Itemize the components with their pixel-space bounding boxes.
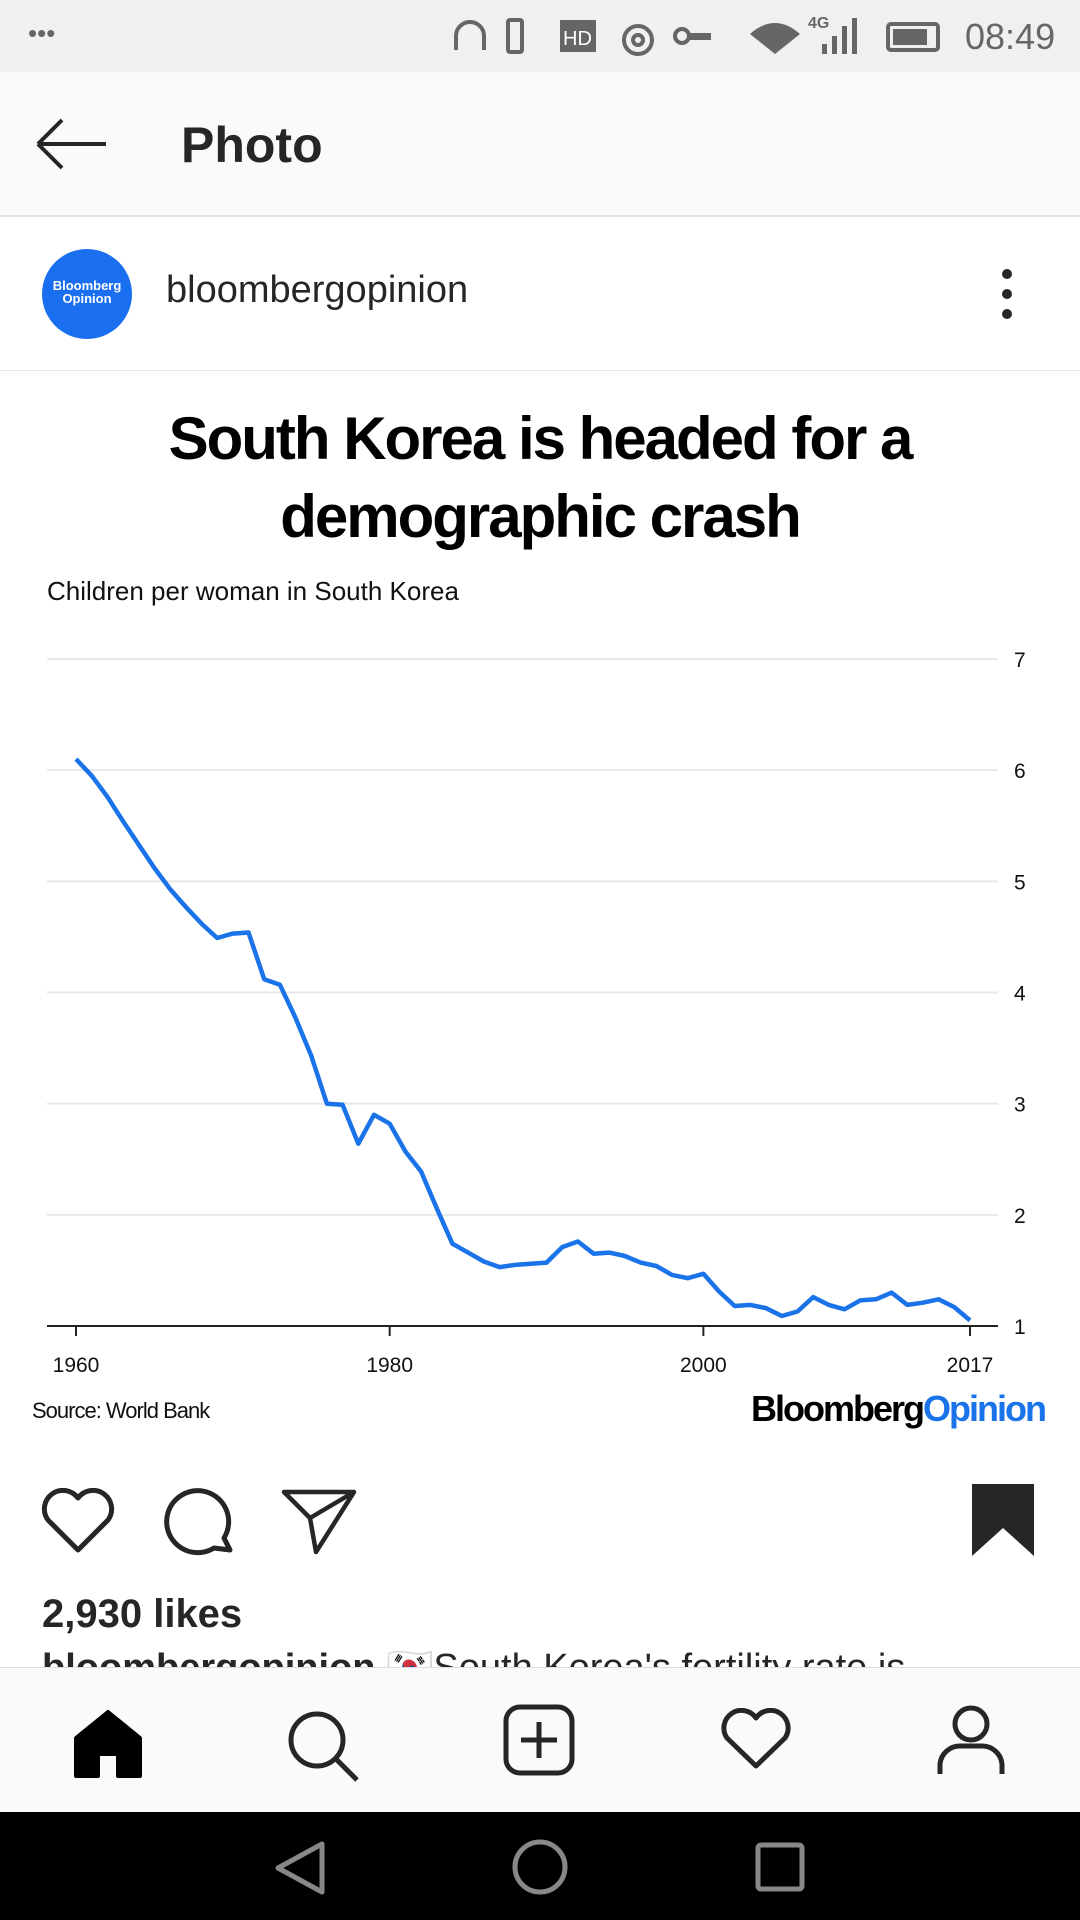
home-icon[interactable]: [72, 1708, 144, 1780]
headphones-icon: [454, 20, 486, 50]
notification-dots: •••: [28, 18, 56, 48]
vpn-key-icon: [673, 27, 691, 45]
likes-count[interactable]: 2,930 likes: [42, 1592, 243, 1636]
caption: bloombergopinion 🇰🇷South Korea's fertili…: [42, 1646, 905, 1667]
fertility-rate-line: [74, 757, 972, 1323]
eye-icon: [622, 24, 654, 56]
more-options-icon[interactable]: [996, 267, 1018, 321]
logo-part: Bloomberg: [751, 1388, 925, 1429]
like-button[interactable]: [40, 1488, 120, 1558]
x-tick-label: 2017: [947, 1354, 994, 1377]
logo-part: Opinion: [923, 1388, 1047, 1429]
back-button[interactable]: [34, 118, 108, 170]
system-nav-bar: [0, 1812, 1080, 1920]
signal-icon: [822, 18, 857, 54]
page-title: Photo: [181, 117, 323, 173]
bloomberg-opinion-logo: BloombergOpinion: [751, 1388, 1047, 1430]
avatar-text: Opinion: [62, 291, 112, 306]
caption-username[interactable]: bloombergopinion: [42, 1647, 376, 1667]
y-tick-label: 3: [1014, 1094, 1026, 1117]
svg-text:4G: 4G: [808, 15, 829, 32]
avatar-text: Bloomberg: [52, 278, 122, 293]
caption-text: 🇰🇷South Korea's fertility rate is: [386, 1647, 905, 1667]
y-tick-label: 2: [1014, 1205, 1026, 1228]
y-tick-label: 7: [1014, 649, 1026, 672]
chart-source: Source: World Bank: [32, 1398, 210, 1423]
status-icons: HD 4G: [454, 15, 940, 56]
bookmark-button[interactable]: [972, 1484, 1034, 1556]
add-post-icon[interactable]: [503, 1704, 575, 1776]
x-tick-label: 2000: [680, 1354, 727, 1377]
y-tick-label: 4: [1014, 983, 1026, 1006]
hd-icon: [560, 20, 596, 52]
bottom-nav: [0, 1667, 1080, 1812]
comment-button[interactable]: [160, 1488, 240, 1558]
line-chart: 1 2 3 4 5 6 7 1960 1980 2000 2017: [47, 649, 1026, 1377]
system-home-button[interactable]: [511, 1838, 569, 1896]
status-bar: ••• HD 4G 08:49: [0, 0, 1080, 72]
battery-icon: [886, 22, 940, 52]
share-button[interactable]: [280, 1488, 360, 1558]
y-tick-label: 6: [1014, 760, 1026, 783]
search-icon[interactable]: [285, 1708, 365, 1788]
app-bar: Photo: [0, 72, 1080, 217]
clock: 08:49: [965, 16, 1056, 57]
post-header: Bloomberg Opinion bloombergopinion: [0, 217, 1080, 371]
wifi-icon: [750, 23, 800, 54]
svg-text:HD: HD: [563, 28, 592, 50]
y-tick-label: 5: [1014, 871, 1026, 894]
chart-title-line2: demographic crash: [280, 483, 802, 550]
y-tick-label: 1: [1014, 1316, 1026, 1339]
activity-heart-icon[interactable]: [719, 1708, 793, 1772]
x-tick-label: 1980: [366, 1354, 413, 1377]
avatar[interactable]: Bloomberg Opinion: [42, 249, 132, 339]
system-back-button[interactable]: [272, 1840, 328, 1896]
chart-title-line1: South Korea is headed for a: [168, 405, 914, 472]
vibrate-icon: [506, 18, 524, 54]
x-tick-label: 1960: [53, 1354, 100, 1377]
system-recents-button[interactable]: [755, 1842, 805, 1892]
username[interactable]: bloombergopinion: [166, 269, 469, 311]
profile-icon[interactable]: [936, 1704, 1006, 1778]
chart-subtitle: Children per woman in South Korea: [47, 576, 459, 606]
